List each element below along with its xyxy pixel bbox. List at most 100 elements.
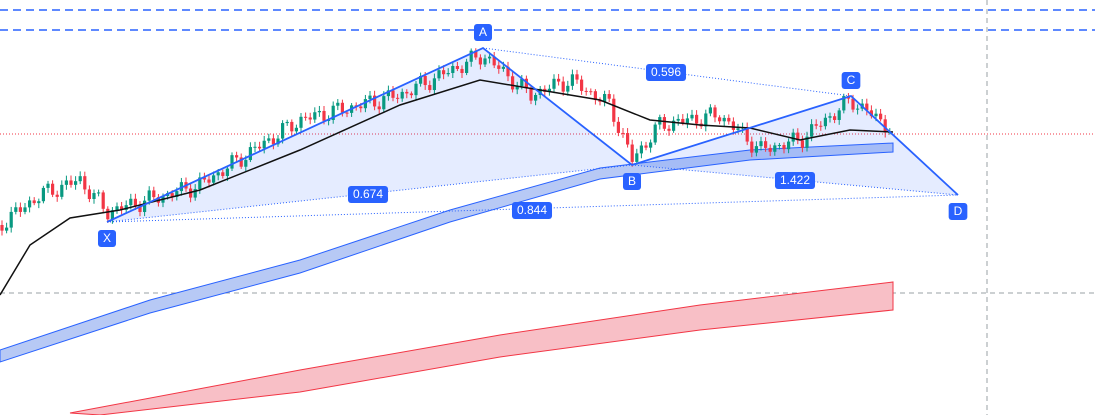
candle-body xyxy=(32,200,36,204)
candle-body xyxy=(64,180,68,185)
candle-body xyxy=(271,138,275,145)
label-box xyxy=(622,173,642,190)
candle-body xyxy=(823,117,827,127)
candle-body xyxy=(695,114,699,124)
pattern-label: 0.844 xyxy=(517,203,547,217)
candle-body xyxy=(580,79,584,91)
candle-body xyxy=(639,145,643,154)
candle-body xyxy=(598,100,602,102)
candle-body xyxy=(428,85,432,91)
candle-body xyxy=(83,176,87,190)
candle-body xyxy=(653,124,657,143)
labels: X A B C D 0.674 0.596 0.844 1.422 xyxy=(97,24,968,247)
candle-body xyxy=(432,78,436,91)
candle-body xyxy=(837,110,841,120)
pattern-label: A xyxy=(479,25,487,39)
candle-body xyxy=(451,66,455,74)
candle-body xyxy=(547,88,551,92)
candle-body xyxy=(437,70,441,79)
candle-body xyxy=(621,132,625,134)
candle-body xyxy=(593,91,597,101)
candle-body xyxy=(322,110,326,121)
candle-body xyxy=(731,121,735,130)
candle-body xyxy=(336,102,340,106)
candle-body xyxy=(55,194,59,197)
candle-body xyxy=(423,75,427,86)
candle-body xyxy=(363,99,367,109)
candle-body xyxy=(290,121,294,132)
label-box xyxy=(645,64,687,81)
candle-body xyxy=(248,147,252,161)
candle-body xyxy=(460,68,464,74)
candle-body xyxy=(787,141,791,150)
candle-body xyxy=(736,128,740,130)
candle-body xyxy=(138,205,142,213)
candle-body xyxy=(170,193,174,197)
candle-body xyxy=(704,113,708,127)
candle-body xyxy=(207,179,211,183)
candle-body xyxy=(391,90,395,98)
candle-body xyxy=(304,116,308,118)
candle-body xyxy=(110,210,114,220)
candle-body xyxy=(469,50,473,62)
candle-body xyxy=(667,128,671,131)
candle-body xyxy=(313,112,317,120)
candle-body xyxy=(727,117,731,122)
candle-body xyxy=(60,184,64,197)
candle-body xyxy=(842,96,846,111)
candle-body xyxy=(115,206,119,211)
candle-body xyxy=(515,86,519,90)
pattern-fill xyxy=(107,48,632,222)
candle-body xyxy=(529,88,533,101)
candle-body xyxy=(607,94,611,99)
candle-body xyxy=(120,206,124,210)
candle-body xyxy=(446,73,450,75)
candle-body xyxy=(212,175,216,183)
candle-body xyxy=(97,192,101,194)
candle-body xyxy=(616,121,620,133)
candle-body xyxy=(874,113,878,117)
candle-body xyxy=(74,181,78,185)
candle-body xyxy=(474,50,478,58)
candle-body xyxy=(143,200,147,213)
candle-body xyxy=(506,66,510,77)
candle-body xyxy=(612,98,616,122)
candle-body xyxy=(340,102,344,113)
candle-body xyxy=(672,120,676,131)
candle-body xyxy=(382,96,386,110)
candle-body xyxy=(101,192,105,209)
moving-average xyxy=(0,79,894,296)
candle-body xyxy=(644,145,648,148)
candle-body xyxy=(386,90,390,97)
candle-body xyxy=(800,140,804,148)
candle-body xyxy=(202,177,206,180)
pattern-label: 0.674 xyxy=(353,187,383,201)
candle-body xyxy=(216,172,220,176)
candle-body xyxy=(570,74,574,86)
candle-body xyxy=(327,119,331,121)
candle-body xyxy=(478,57,482,65)
candle-body xyxy=(722,117,726,122)
candle-body xyxy=(442,70,446,75)
candle-body xyxy=(405,91,409,94)
candle-body xyxy=(267,138,271,141)
label-box xyxy=(948,203,968,220)
candle-body xyxy=(584,90,588,92)
pattern-label: 1.422 xyxy=(780,173,810,187)
candle-body xyxy=(244,160,248,167)
blue-band xyxy=(0,142,894,363)
candle-body xyxy=(856,108,860,110)
label-box xyxy=(511,202,553,219)
candle-body xyxy=(345,112,349,114)
candle-body xyxy=(851,98,855,110)
candle-body xyxy=(810,124,814,137)
candle-body xyxy=(492,56,496,66)
candle-body xyxy=(78,176,82,182)
candle-body xyxy=(759,141,763,147)
candle-body xyxy=(685,118,689,124)
candle-body xyxy=(299,116,303,128)
label-box xyxy=(473,24,493,41)
pattern-label: X xyxy=(103,231,111,245)
